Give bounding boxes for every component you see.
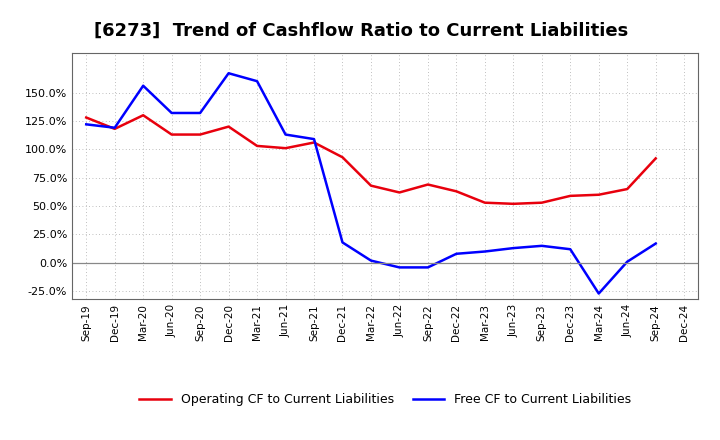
Free CF to Current Liabilities xyxy=(366,258,375,263)
Line: Operating CF to Current Liabilities: Operating CF to Current Liabilities xyxy=(86,115,656,204)
Free CF to Current Liabilities xyxy=(196,110,204,116)
Free CF to Current Liabilities xyxy=(509,246,518,251)
Line: Free CF to Current Liabilities: Free CF to Current Liabilities xyxy=(86,73,656,293)
Free CF to Current Liabilities xyxy=(452,251,461,257)
Operating CF to Current Liabilities xyxy=(253,143,261,149)
Operating CF to Current Liabilities xyxy=(196,132,204,137)
Free CF to Current Liabilities xyxy=(310,136,318,142)
Operating CF to Current Liabilities xyxy=(225,124,233,129)
Free CF to Current Liabilities xyxy=(623,259,631,264)
Free CF to Current Liabilities xyxy=(282,132,290,137)
Operating CF to Current Liabilities xyxy=(537,200,546,205)
Free CF to Current Liabilities xyxy=(395,265,404,270)
Operating CF to Current Liabilities xyxy=(167,132,176,137)
Operating CF to Current Liabilities xyxy=(110,126,119,132)
Legend: Operating CF to Current Liabilities, Free CF to Current Liabilities: Operating CF to Current Liabilities, Fre… xyxy=(135,388,636,411)
Operating CF to Current Liabilities xyxy=(338,154,347,160)
Operating CF to Current Liabilities xyxy=(595,192,603,198)
Operating CF to Current Liabilities xyxy=(566,193,575,198)
Free CF to Current Liabilities xyxy=(167,110,176,116)
Operating CF to Current Liabilities xyxy=(395,190,404,195)
Free CF to Current Liabilities xyxy=(480,249,489,254)
Operating CF to Current Liabilities xyxy=(282,146,290,151)
Operating CF to Current Liabilities xyxy=(82,115,91,120)
Free CF to Current Liabilities xyxy=(225,70,233,76)
Free CF to Current Liabilities xyxy=(338,240,347,245)
Text: [6273]  Trend of Cashflow Ratio to Current Liabilities: [6273] Trend of Cashflow Ratio to Curren… xyxy=(94,22,628,40)
Operating CF to Current Liabilities xyxy=(623,187,631,192)
Operating CF to Current Liabilities xyxy=(366,183,375,188)
Operating CF to Current Liabilities xyxy=(139,113,148,118)
Free CF to Current Liabilities xyxy=(652,241,660,246)
Free CF to Current Liabilities xyxy=(253,79,261,84)
Free CF to Current Liabilities xyxy=(139,83,148,88)
Operating CF to Current Liabilities xyxy=(652,156,660,161)
Free CF to Current Liabilities xyxy=(423,265,432,270)
Operating CF to Current Liabilities xyxy=(310,140,318,145)
Free CF to Current Liabilities xyxy=(566,246,575,252)
Operating CF to Current Liabilities xyxy=(480,200,489,205)
Operating CF to Current Liabilities xyxy=(452,189,461,194)
Operating CF to Current Liabilities xyxy=(509,201,518,206)
Free CF to Current Liabilities xyxy=(110,125,119,130)
Free CF to Current Liabilities xyxy=(595,291,603,296)
Operating CF to Current Liabilities xyxy=(423,182,432,187)
Free CF to Current Liabilities xyxy=(537,243,546,249)
Free CF to Current Liabilities xyxy=(82,122,91,127)
